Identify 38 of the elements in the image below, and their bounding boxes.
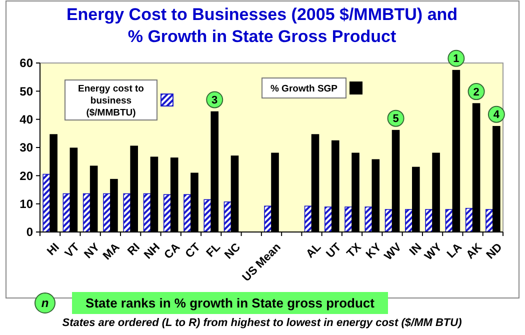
text: States are ordered (L to R) from highest to lowest in energy cost ($/MM BTU) bbox=[62, 317, 462, 329]
text: State ranks in % growth in State gross product bbox=[86, 296, 376, 311]
x-tick-label: FL bbox=[204, 241, 223, 260]
y-tick-label: 30 bbox=[20, 140, 34, 155]
y-tick-label: 10 bbox=[20, 197, 34, 212]
annotation: 1 bbox=[453, 53, 460, 66]
legend-label: Energy cost to business ($/MMBTU) bbox=[78, 83, 144, 118]
annotation: 4 bbox=[493, 109, 500, 122]
x-tick-label: CA bbox=[162, 241, 183, 262]
annotation: 3 bbox=[212, 94, 218, 107]
y-tick-label: 0 bbox=[26, 225, 34, 240]
legend-label: % Growth SGP bbox=[270, 83, 338, 94]
x-tick-label: LA bbox=[445, 241, 464, 261]
x-tick-label: UT bbox=[324, 241, 344, 261]
x-tick-label: AL bbox=[304, 241, 324, 261]
x-tick-label: IN bbox=[408, 241, 424, 258]
x-tick-label: WV bbox=[382, 241, 404, 263]
annotation: 5 bbox=[392, 113, 399, 126]
x-tick-label: TX bbox=[344, 241, 364, 260]
x-tick-label: NC bbox=[222, 241, 244, 262]
x-tick-label: RI bbox=[126, 241, 142, 258]
text: n bbox=[41, 296, 49, 310]
x-tick-label: KY bbox=[364, 241, 384, 262]
y-tick-label: 60 bbox=[20, 56, 34, 70]
x-tick-label: AK bbox=[464, 240, 486, 262]
x-tick-label: NY bbox=[82, 241, 102, 262]
y-tick-label: 40 bbox=[20, 112, 34, 127]
x-tick-label: HI bbox=[45, 241, 62, 258]
annotation: 2 bbox=[473, 86, 480, 98]
chart-title: Energy Cost to Businesses (2005 $/MMBTU) and % Growth in State Gross Product bbox=[66, 5, 458, 46]
y-tick-label: 20 bbox=[20, 168, 34, 183]
x-tick-label: NH bbox=[142, 241, 163, 262]
y-tick-label: 50 bbox=[20, 84, 34, 98]
x-tick-label: WY bbox=[422, 241, 445, 263]
x-tick-label: CT bbox=[183, 241, 203, 261]
x-tick-label: VT bbox=[63, 241, 82, 260]
x-tick-label: MA bbox=[101, 241, 122, 262]
x-tick-label: ND bbox=[484, 241, 505, 262]
